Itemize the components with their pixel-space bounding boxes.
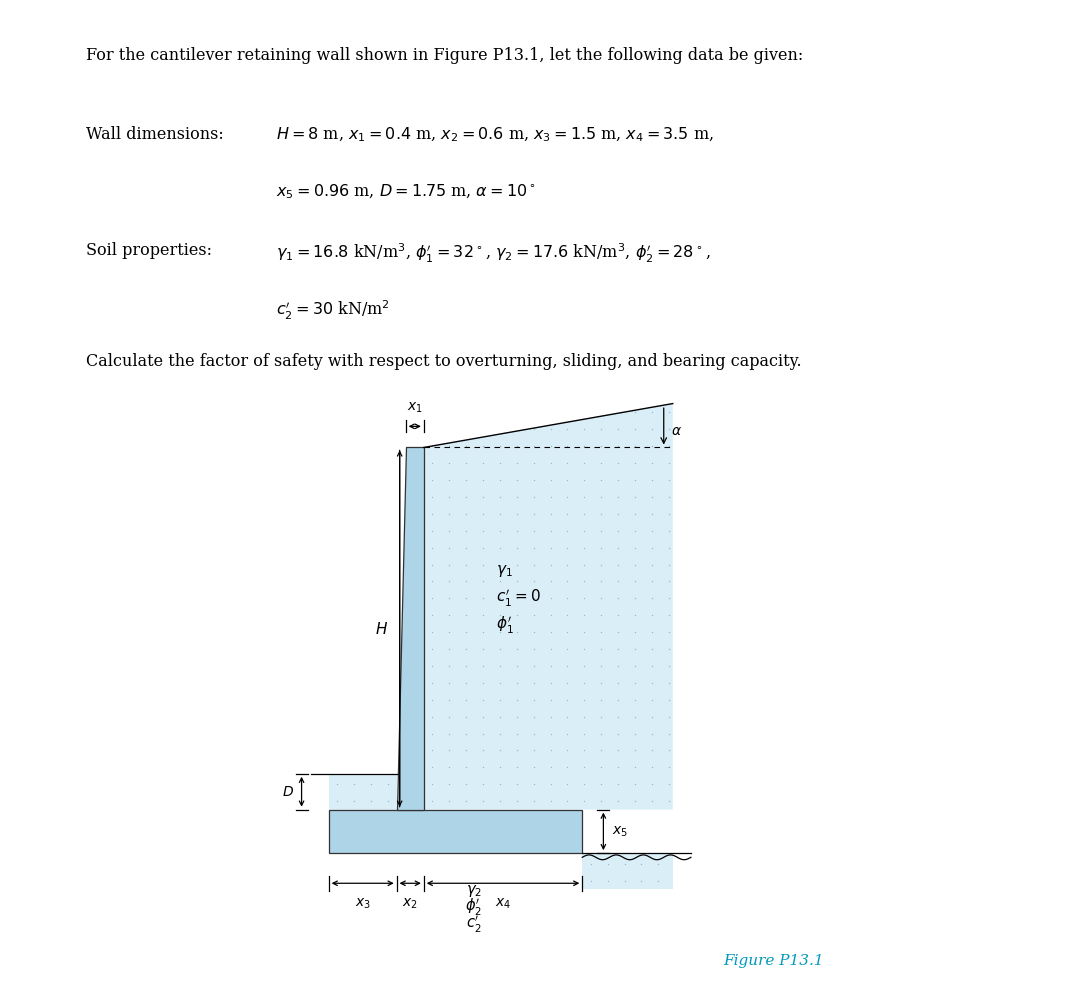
Text: $x_1$: $x_1$ — [407, 401, 422, 415]
Text: $x_3$: $x_3$ — [354, 896, 370, 911]
Text: $\gamma_1 = 16.8$ kN/m$^3$, $\phi_1' = 32^\circ$, $\gamma_2 = 17.6$ kN/m$^3$, $\: $\gamma_1 = 16.8$ kN/m$^3$, $\phi_1' = 3… — [276, 242, 711, 266]
Text: $D$: $D$ — [282, 785, 295, 799]
Text: $\phi_2'$: $\phi_2'$ — [465, 897, 482, 917]
Text: $\alpha$: $\alpha$ — [671, 424, 681, 438]
Text: $\gamma_1$: $\gamma_1$ — [496, 563, 513, 579]
Text: $x_5 = 0.96$ m, $D = 1.75$ m, $\alpha = 10^\circ$: $x_5 = 0.96$ m, $D = 1.75$ m, $\alpha = … — [276, 182, 536, 201]
Text: Calculate the factor of safety with respect to overturning, sliding, and bearing: Calculate the factor of safety with resp… — [86, 353, 802, 370]
Text: $c_2' = 30$ kN/m$^2$: $c_2' = 30$ kN/m$^2$ — [276, 299, 390, 322]
Text: $x_5$: $x_5$ — [612, 824, 629, 839]
Text: $H$: $H$ — [375, 621, 388, 637]
Text: For the cantilever retaining wall shown in Figure P13.1, let the following data : For the cantilever retaining wall shown … — [86, 47, 804, 64]
Polygon shape — [328, 774, 396, 810]
Text: $c_1' = 0$: $c_1' = 0$ — [496, 588, 541, 609]
Text: Figure P13.1: Figure P13.1 — [724, 954, 824, 968]
Text: $x_2$: $x_2$ — [403, 896, 418, 911]
Polygon shape — [396, 448, 423, 810]
Text: $\phi_1'$: $\phi_1'$ — [496, 615, 514, 636]
Text: $c_2'$: $c_2'$ — [465, 913, 482, 935]
Polygon shape — [423, 403, 673, 810]
Text: $\gamma_2$: $\gamma_2$ — [465, 882, 482, 898]
Text: Wall dimensions:: Wall dimensions: — [86, 126, 225, 143]
Text: $H = 8$ m, $x_1 = 0.4$ m, $x_2 = 0.6$ m, $x_3 = 1.5$ m, $x_4 = 3.5$ m,: $H = 8$ m, $x_1 = 0.4$ m, $x_2 = 0.6$ m,… — [276, 126, 714, 144]
Text: $x_4$: $x_4$ — [495, 896, 511, 911]
Polygon shape — [328, 810, 582, 853]
Polygon shape — [582, 853, 673, 889]
Text: Soil properties:: Soil properties: — [86, 242, 213, 260]
